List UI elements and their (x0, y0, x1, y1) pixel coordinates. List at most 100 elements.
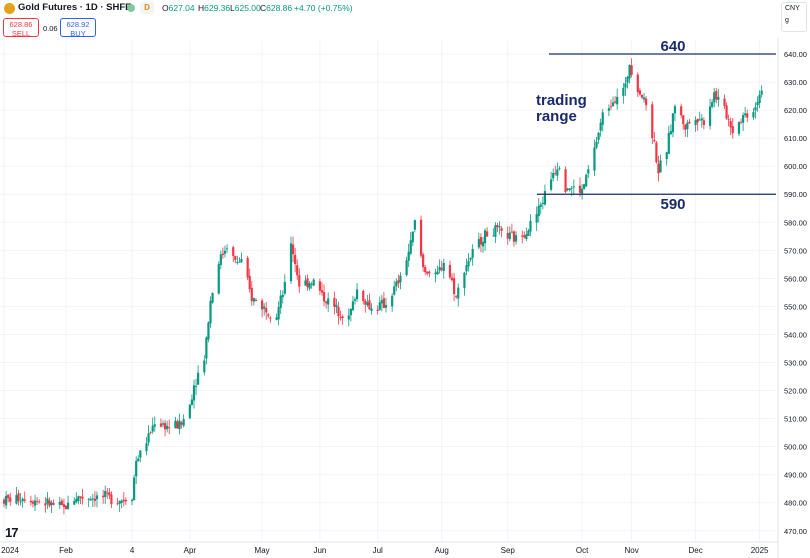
candle-body (102, 495, 105, 498)
currency-code: CNY (785, 5, 800, 12)
candle-body (642, 97, 646, 100)
candle-body (455, 296, 458, 297)
candle-body (279, 295, 282, 309)
candle-body (457, 287, 460, 299)
candle-body (698, 119, 701, 121)
candle-body (289, 243, 293, 282)
candle-body (246, 257, 249, 278)
candle-body (133, 477, 136, 501)
candle-body (50, 502, 53, 506)
candle-body (75, 498, 78, 503)
currency-unit-selector[interactable]: CNY g (781, 2, 807, 32)
candle-body (434, 272, 437, 275)
candle-body (349, 308, 352, 316)
candle-body (240, 259, 243, 263)
chart-header: Gold Futures · 1D · SHFE D O627.04 H629.… (0, 0, 780, 16)
candle-body (611, 102, 615, 107)
low-value: 625.00 (234, 3, 261, 13)
candle-body (87, 498, 90, 500)
delay-badge[interactable]: D (140, 2, 154, 14)
candle-body (673, 106, 677, 114)
candle-body (543, 191, 547, 205)
sell-button[interactable]: 628.86 SELL (3, 18, 39, 38)
candle-body (320, 290, 324, 293)
candle-body (424, 267, 427, 273)
candle-body (60, 500, 63, 506)
candle-body (622, 87, 625, 96)
candle-body (217, 264, 220, 294)
candle-body (467, 260, 470, 267)
candle-body (713, 92, 716, 103)
candle-body (182, 419, 185, 426)
candle-body (659, 160, 662, 173)
candle-body (159, 423, 163, 427)
candle-body (407, 251, 410, 261)
candle-body (79, 496, 82, 498)
symbol-title[interactable]: Gold Futures · 1D · SHFE (18, 2, 132, 13)
candle-body (380, 300, 383, 304)
ohlc-close: C628.86 (260, 3, 292, 13)
candle-body (166, 425, 169, 430)
ohlc-high: H629.36 (198, 3, 230, 13)
candle-body (81, 496, 84, 499)
y-tick-label: 640.00 (784, 50, 807, 59)
candle-body (463, 272, 466, 288)
candle-body (376, 309, 379, 312)
candle-body (746, 113, 749, 118)
candle-body (422, 254, 425, 268)
candle-body (197, 372, 200, 385)
candle-body (616, 96, 619, 105)
x-tick-label: Jun (313, 546, 326, 555)
candle-body (384, 304, 388, 308)
candle-body (38, 501, 41, 503)
candle-body (717, 97, 720, 100)
trading-range-label: trading (536, 92, 587, 109)
candle-body (254, 299, 258, 302)
candle-body (436, 271, 439, 275)
candle-body (66, 502, 70, 509)
candle-body (640, 94, 644, 98)
candle-body (281, 294, 284, 298)
candle-body (139, 450, 142, 458)
y-tick-label: 480.00 (784, 499, 807, 508)
candle-body (62, 504, 66, 507)
candle-body (682, 115, 685, 125)
candle-body (23, 499, 26, 501)
candle-body (339, 317, 342, 319)
candle-body (496, 225, 499, 228)
candle-body (510, 231, 513, 233)
candle-body (252, 298, 255, 302)
candle-body (395, 281, 398, 287)
candle-body (207, 322, 210, 340)
candle-body (481, 241, 485, 247)
candle-body (566, 188, 569, 190)
high-label: H (198, 3, 205, 13)
candle-body (680, 106, 683, 116)
buy-button[interactable]: 628.92 BUY (60, 18, 96, 38)
candle-body (450, 277, 454, 281)
candle-body (580, 188, 584, 194)
y-tick-label: 580.00 (784, 218, 807, 227)
candle-body (73, 501, 76, 505)
candle-body (607, 108, 611, 111)
candle-body (194, 385, 198, 387)
candle-body (250, 287, 253, 301)
candle-body (448, 265, 452, 278)
candle-body (368, 300, 371, 310)
candle-body (521, 235, 524, 237)
candle-body (554, 173, 557, 174)
candle-body (440, 268, 443, 270)
candle-body (147, 433, 150, 443)
candle-body (209, 300, 212, 324)
candle-body (366, 302, 369, 306)
candle-body (585, 174, 588, 187)
candle-body (304, 280, 307, 286)
candle-body (116, 503, 119, 505)
candle-body (153, 424, 156, 427)
y-tick-label: 570.00 (784, 246, 807, 255)
candle-body (211, 292, 214, 303)
candle-body (225, 248, 229, 250)
candle-body (700, 118, 703, 121)
buy-price: 628.92 (66, 20, 90, 29)
